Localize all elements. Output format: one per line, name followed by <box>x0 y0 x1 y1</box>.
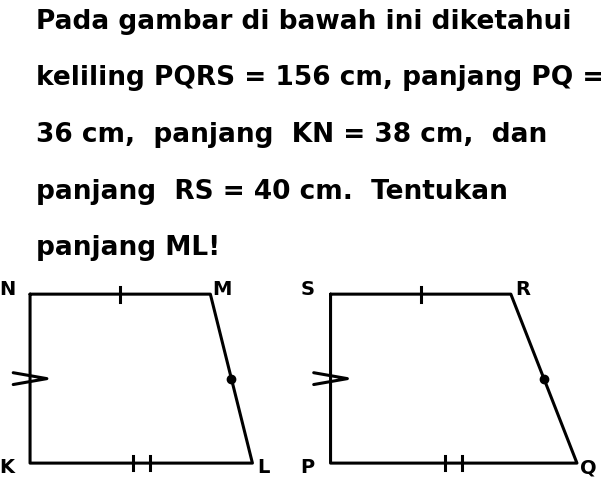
Text: S: S <box>300 280 315 299</box>
Text: R: R <box>515 280 529 299</box>
Text: M: M <box>212 280 231 299</box>
Text: N: N <box>0 280 16 299</box>
Text: L: L <box>258 458 270 478</box>
Text: panjang  RS = 40 cm.  Tentukan: panjang RS = 40 cm. Tentukan <box>36 179 508 204</box>
Text: Q: Q <box>580 458 597 478</box>
Text: K: K <box>0 458 14 478</box>
Text: P: P <box>300 458 315 478</box>
Text: Pada gambar di bawah ini diketahui: Pada gambar di bawah ini diketahui <box>36 9 572 35</box>
Text: panjang ML!: panjang ML! <box>36 235 221 261</box>
Text: 36 cm,  panjang  KN = 38 cm,  dan: 36 cm, panjang KN = 38 cm, dan <box>36 122 548 148</box>
Text: keliling PQRS = 156 cm, panjang PQ =: keliling PQRS = 156 cm, panjang PQ = <box>36 65 601 92</box>
